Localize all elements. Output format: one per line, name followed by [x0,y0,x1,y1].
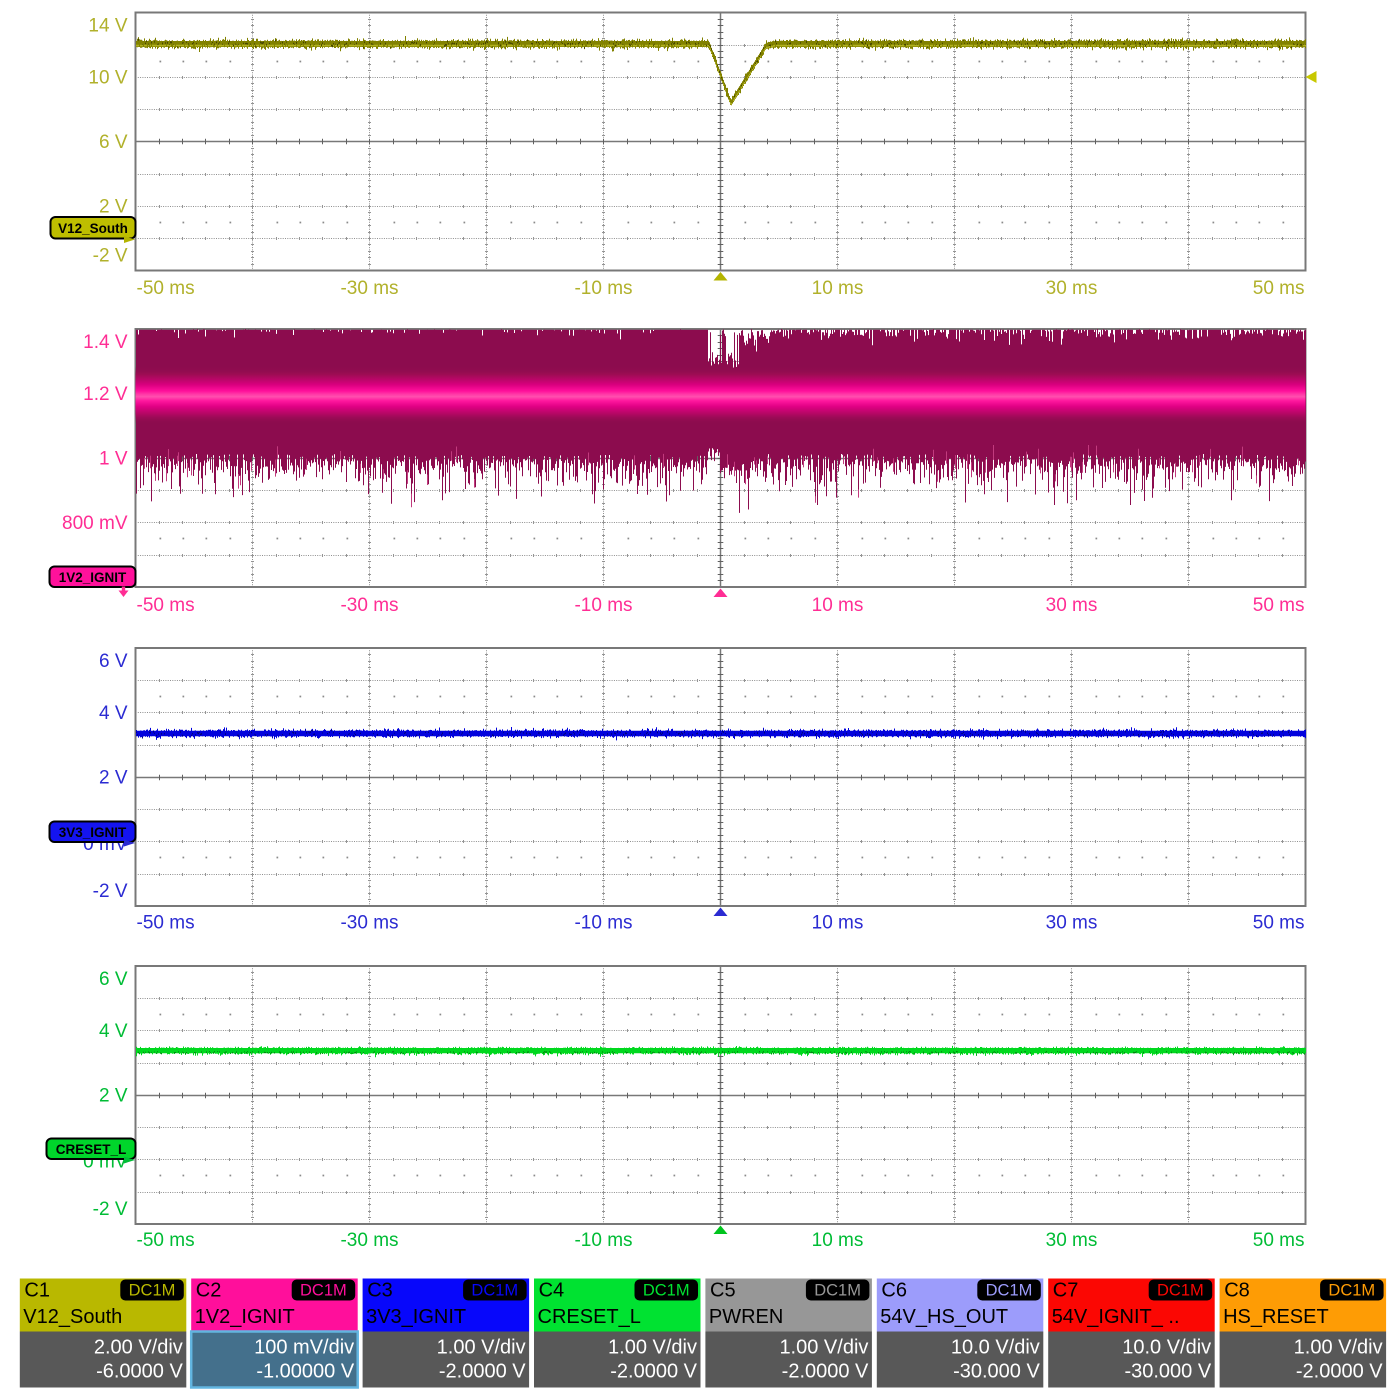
svg-text:DC1M: DC1M [471,1282,518,1300]
svg-text:C2: C2 [196,1280,222,1302]
svg-text:-1.00000 V: -1.00000 V [256,1361,355,1383]
svg-text:-2.0000 V: -2.0000 V [782,1361,869,1383]
svg-text:-10 ms: -10 ms [574,1230,632,1251]
svg-text:-30 ms: -30 ms [340,278,398,299]
svg-text:V12_South: V12_South [58,221,128,236]
svg-text:C1: C1 [24,1280,50,1302]
svg-text:-2 V: -2 V [93,881,128,902]
svg-text:DC1M: DC1M [129,1282,176,1300]
svg-text:50 ms: 50 ms [1253,278,1305,299]
svg-text:-10 ms: -10 ms [574,278,632,299]
svg-text:-50 ms: -50 ms [137,913,195,934]
svg-text:10 ms: 10 ms [812,595,864,616]
svg-text:4 V: 4 V [99,1021,128,1042]
svg-text:10.0 V/div: 10.0 V/div [951,1337,1040,1359]
svg-text:-30 ms: -30 ms [340,595,398,616]
svg-text:30 ms: 30 ms [1046,278,1098,299]
svg-text:-30 ms: -30 ms [340,1230,398,1251]
svg-text:-2 V: -2 V [93,246,128,267]
svg-text:CRESET_L: CRESET_L [56,1142,127,1157]
svg-text:54V_HS_OUT: 54V_HS_OUT [880,1306,1008,1328]
svg-text:-50 ms: -50 ms [137,1230,195,1251]
svg-text:10 V: 10 V [88,68,127,89]
svg-text:2.00 V/div: 2.00 V/div [94,1337,183,1359]
svg-text:1.2 V: 1.2 V [83,384,128,405]
svg-text:DC1M: DC1M [1328,1282,1375,1300]
svg-text:DC1M: DC1M [814,1282,861,1300]
svg-text:50 ms: 50 ms [1253,1230,1305,1251]
svg-text:DC1M: DC1M [1157,1282,1204,1300]
svg-text:PWREN: PWREN [709,1306,783,1328]
svg-text:-2.0000 V: -2.0000 V [1296,1361,1383,1383]
svg-text:C7: C7 [1053,1280,1079,1302]
svg-text:1V2_IGNIT: 1V2_IGNIT [195,1306,295,1328]
svg-text:1.00 V/div: 1.00 V/div [608,1337,697,1359]
svg-text:1.00 V/div: 1.00 V/div [437,1337,526,1359]
svg-text:1V2_IGNIT: 1V2_IGNIT [59,570,127,585]
svg-text:DC1M: DC1M [300,1282,347,1300]
svg-text:6 V: 6 V [99,969,128,990]
svg-text:10 ms: 10 ms [812,913,864,934]
svg-text:6 V: 6 V [99,132,128,153]
svg-text:14 V: 14 V [88,16,127,37]
svg-text:-2.0000 V: -2.0000 V [610,1361,697,1383]
svg-text:6 V: 6 V [99,651,128,672]
svg-text:DC1M: DC1M [643,1282,690,1300]
svg-text:C5: C5 [710,1280,736,1302]
svg-text:10 ms: 10 ms [812,1230,864,1251]
svg-text:54V_IGNIT_ ..: 54V_IGNIT_ .. [1052,1306,1180,1328]
svg-text:30 ms: 30 ms [1046,913,1098,934]
svg-text:C3: C3 [367,1280,393,1302]
svg-text:1.00 V/div: 1.00 V/div [779,1337,868,1359]
svg-text:800 mV: 800 mV [62,513,128,534]
svg-text:4 V: 4 V [99,703,128,724]
svg-text:1.00 V/div: 1.00 V/div [1294,1337,1383,1359]
svg-text:2 V: 2 V [99,1086,128,1107]
svg-text:2 V: 2 V [99,197,128,218]
svg-text:3V3_IGNIT: 3V3_IGNIT [59,825,127,840]
svg-text:50 ms: 50 ms [1253,913,1305,934]
svg-text:-50 ms: -50 ms [137,595,195,616]
svg-text:HS_RESET: HS_RESET [1223,1306,1329,1328]
svg-text:30 ms: 30 ms [1046,1230,1098,1251]
svg-text:DC1M: DC1M [986,1282,1033,1300]
svg-text:10 ms: 10 ms [812,278,864,299]
svg-text:10.0 V/div: 10.0 V/div [1122,1337,1211,1359]
svg-text:V12_South: V12_South [23,1306,122,1328]
svg-text:C8: C8 [1224,1280,1250,1302]
svg-text:-10 ms: -10 ms [574,913,632,934]
svg-text:50 ms: 50 ms [1253,595,1305,616]
svg-text:-30 ms: -30 ms [340,913,398,934]
svg-text:-6.0000 V: -6.0000 V [96,1361,183,1383]
svg-text:2 V: 2 V [99,768,128,789]
svg-text:30 ms: 30 ms [1046,595,1098,616]
svg-text:-2 V: -2 V [93,1199,128,1220]
svg-text:-2.0000 V: -2.0000 V [439,1361,526,1383]
svg-text:C4: C4 [539,1280,565,1302]
svg-text:C6: C6 [881,1280,907,1302]
svg-text:-50 ms: -50 ms [137,278,195,299]
svg-text:3V3_IGNIT: 3V3_IGNIT [366,1306,466,1328]
svg-text:100 mV/div: 100 mV/div [254,1337,354,1359]
svg-text:1 V: 1 V [99,449,128,470]
svg-text:1.4 V: 1.4 V [83,332,128,353]
svg-text:-30.000 V: -30.000 V [953,1361,1040,1383]
svg-text:-10 ms: -10 ms [574,595,632,616]
svg-text:-30.000 V: -30.000 V [1124,1361,1211,1383]
svg-text:CRESET_L: CRESET_L [538,1306,641,1328]
